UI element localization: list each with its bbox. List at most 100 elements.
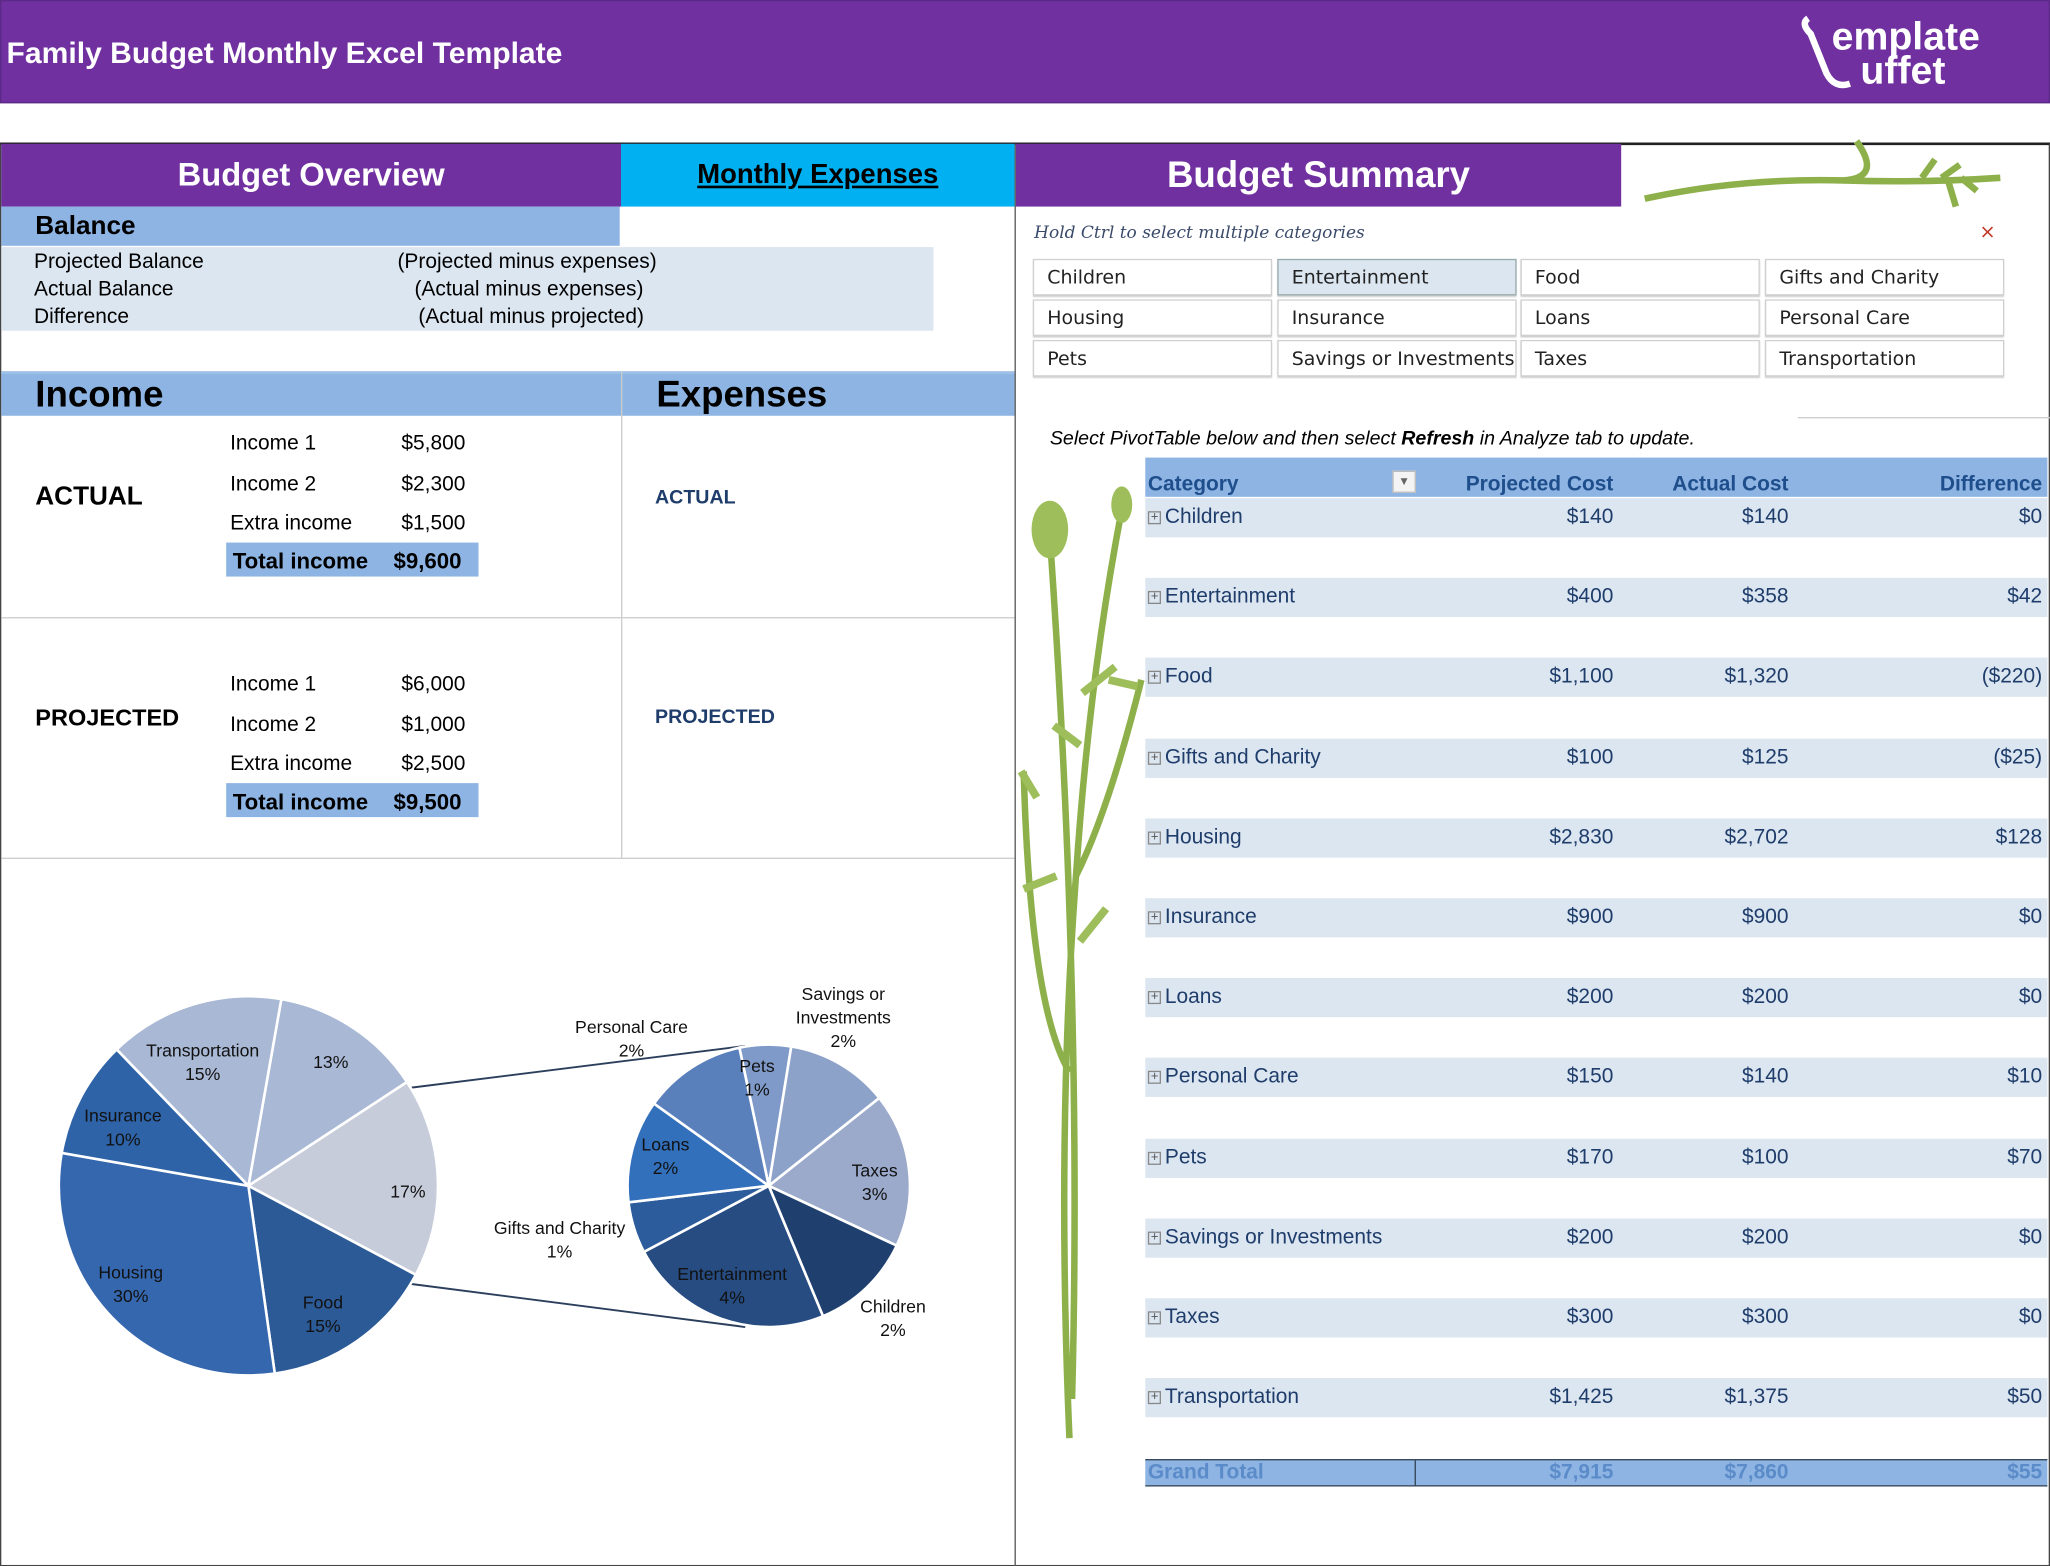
- expand-icon[interactable]: +: [1147, 591, 1161, 605]
- category-label: Children: [1164, 505, 1243, 529]
- category-cell[interactable]: + Food: [1147, 666, 1213, 690]
- slicer-item[interactable]: Taxes: [1520, 339, 1760, 377]
- slicer-item[interactable]: Personal Care: [1764, 299, 2005, 337]
- category-cell[interactable]: + Gifts and Charity: [1147, 746, 1321, 770]
- secondary-label: Gifts and Charity 1%: [494, 1217, 625, 1264]
- projected-cell: $1,100: [1549, 665, 1614, 689]
- pivot-row[interactable]: + Food $1,100 $1,320 ($220): [1145, 658, 2048, 698]
- category-cell[interactable]: + Children: [1147, 505, 1243, 530]
- expand-icon[interactable]: +: [1147, 911, 1161, 925]
- pivot-row[interactable]: + Pets $170 $100 $70: [1145, 1138, 2048, 1178]
- main-pie-slice: [114, 994, 283, 1189]
- category-cell[interactable]: + Pets: [1147, 1146, 1207, 1170]
- income-name: Extra income: [230, 512, 353, 535]
- income-value: $1,500: [401, 512, 466, 535]
- slice-percent: 13%: [313, 1052, 349, 1073]
- expand-icon[interactable]: +: [1147, 1071, 1161, 1085]
- pivot-note: Select PivotTable below and then select …: [1050, 428, 1695, 450]
- templatebuffet-logo: emplate uffet: [1801, 15, 1980, 92]
- expand-icon[interactable]: +: [1147, 1311, 1161, 1325]
- actual-cell: $358: [1741, 585, 1789, 609]
- actual-cell: $2,702: [1724, 826, 1789, 849]
- slicer-item[interactable]: Pets: [1032, 339, 1273, 377]
- slice-name: Savings or Investments: [795, 984, 891, 1028]
- pivot-note-text: in Analyze tab to update.: [1474, 427, 1695, 450]
- difference-cell: $10: [2007, 1066, 2043, 1089]
- filter-dropdown-icon[interactable]: ▼: [1392, 470, 1416, 493]
- pivot-row[interactable]: + Transportation $1,425 $1,375 $50: [1145, 1378, 2048, 1418]
- pivot-row[interactable]: + Taxes $300 $300 $0: [1145, 1298, 2048, 1338]
- slicer-item[interactable]: Gifts and Charity: [1764, 258, 2005, 296]
- slicer-item[interactable]: Loans: [1520, 299, 1760, 337]
- tab-budget-summary[interactable]: Budget Summary: [1015, 143, 1622, 207]
- expand-icon[interactable]: +: [1147, 1231, 1161, 1245]
- grass-stem-decoration: [1017, 486, 1145, 1439]
- slicer-item[interactable]: Savings or Investments: [1277, 339, 1517, 377]
- expand-icon[interactable]: +: [1147, 751, 1161, 765]
- secondary-label: Savings or Investments 2%: [784, 983, 902, 1054]
- slicer-item[interactable]: Housing: [1032, 299, 1273, 337]
- tab-monthly-expenses[interactable]: Monthly Expenses: [621, 143, 1015, 207]
- category-label: Taxes: [1164, 1306, 1220, 1329]
- slicer-item[interactable]: Insurance: [1277, 299, 1517, 337]
- category-cell[interactable]: + Personal Care: [1147, 1066, 1299, 1090]
- actual-cell: $1,320: [1724, 665, 1789, 689]
- expand-icon[interactable]: +: [1147, 831, 1161, 845]
- slicer-item[interactable]: Entertainment: [1277, 258, 1517, 296]
- slice-percent: 1%: [744, 1079, 770, 1100]
- expand-icon[interactable]: +: [1147, 1391, 1161, 1405]
- expand-icon[interactable]: +: [1147, 1151, 1161, 1165]
- slice-percent: 2%: [618, 1040, 645, 1061]
- slicer-item[interactable]: Transportation: [1764, 339, 2005, 377]
- category-cell[interactable]: + Housing: [1147, 826, 1242, 850]
- pivot-row[interactable]: + Gifts and Charity $100 $125 ($25): [1145, 738, 2048, 778]
- col-category: Category: [1147, 473, 1239, 496]
- svg-text:emplate: emplate: [1832, 15, 1980, 59]
- category-cell[interactable]: + Insurance: [1147, 906, 1257, 930]
- slice-percent: 15%: [184, 1064, 221, 1084]
- difference-cell: $0: [2018, 1306, 2043, 1329]
- expand-icon[interactable]: +: [1147, 671, 1161, 685]
- projected-cell: $200: [1566, 1226, 1614, 1249]
- grand-total-difference: $55: [2007, 1461, 2043, 1484]
- svg-text:uffet: uffet: [1860, 49, 1945, 92]
- page-title: Family Budget Monthly Excel Template: [6, 35, 563, 70]
- main-pie-slice: [60, 1047, 253, 1188]
- pivot-row[interactable]: + Insurance $900 $900 $0: [1145, 898, 2048, 938]
- total-income-label: Total income: [232, 789, 369, 815]
- grass-decoration: [1644, 139, 2001, 208]
- pivot-row[interactable]: + Entertainment $400 $358 $42: [1145, 578, 2048, 618]
- total-income-label: Total income: [232, 549, 369, 574]
- category-cell[interactable]: + Loans: [1147, 986, 1222, 1010]
- actual-cell: $140: [1741, 1066, 1789, 1089]
- clear-filter-icon[interactable]: ⨯: [1979, 220, 1996, 244]
- projected-cell: $300: [1566, 1306, 1614, 1329]
- category-cell[interactable]: + Transportation: [1147, 1386, 1299, 1410]
- col-difference: Difference: [1939, 473, 2043, 496]
- difference-cell: $0: [2018, 1226, 2043, 1249]
- income-name: Income 2: [230, 473, 317, 496]
- slicer-item[interactable]: Food: [1520, 258, 1760, 296]
- pivot-row[interactable]: + Personal Care $150 $140 $10: [1145, 1058, 2048, 1098]
- category-cell[interactable]: + Entertainment: [1147, 586, 1295, 610]
- pivot-row[interactable]: + Children $140 $140 $0: [1145, 498, 2048, 538]
- expand-icon[interactable]: +: [1147, 991, 1161, 1005]
- pivot-row[interactable]: + Savings or Investments $200 $200 $0: [1145, 1218, 2048, 1258]
- pivot-note-text: Select PivotTable below and then select: [1049, 427, 1402, 450]
- slice-percent: 10%: [105, 1129, 141, 1150]
- main-pie-slice: [246, 1183, 418, 1376]
- slicer-item[interactable]: Children: [1032, 258, 1273, 296]
- slice-name: Taxes: [851, 1160, 898, 1181]
- slice-percent: 17%: [390, 1181, 426, 1202]
- category-cell[interactable]: + Savings or Investments: [1147, 1226, 1382, 1250]
- tab-budget-overview[interactable]: Budget Overview: [1, 143, 622, 207]
- secondary-pie-slice: [766, 1044, 882, 1189]
- expand-icon[interactable]: +: [1147, 511, 1161, 525]
- connector-line: [410, 1044, 746, 1089]
- pivot-row[interactable]: + Loans $200 $200 $0: [1145, 978, 2048, 1018]
- projected-expenses-label: PROJECTED: [655, 705, 775, 729]
- slice-percent: 15%: [305, 1316, 341, 1337]
- pivot-row[interactable]: + Housing $2,830 $2,702 $128: [1145, 818, 2048, 858]
- category-cell[interactable]: + Taxes: [1147, 1306, 1220, 1330]
- expenses-heading: Expenses: [656, 373, 828, 415]
